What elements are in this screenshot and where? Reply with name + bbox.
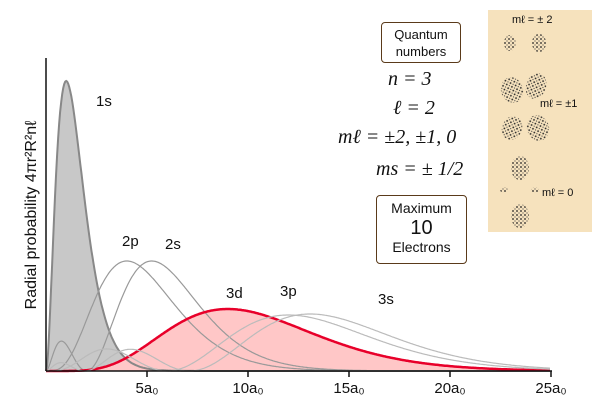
dxz-orbital-icon — [500, 73, 550, 141]
curve-3p — [46, 314, 550, 372]
quantum-numbers-line-2: numbers — [395, 44, 447, 59]
label-3p: 3p — [280, 283, 297, 300]
maximum-label: Maximum — [391, 200, 452, 216]
ml-value: mℓ = ±2, ±1, 0 — [338, 126, 457, 148]
l-value: ℓ = 2 — [393, 97, 435, 119]
dxy-orbital-icon — [504, 34, 546, 52]
label-2s: 2s — [165, 236, 181, 253]
curve-3d — [46, 307, 550, 373]
n-value: n = 3 — [388, 68, 432, 90]
quantum-numbers-box: Quantum numbers — [381, 22, 461, 63]
x-tick-label-20: 20a₀ — [434, 380, 465, 397]
electrons-label: Electrons — [392, 239, 451, 255]
label-3s: 3s — [378, 291, 394, 308]
curve-3s — [45, 313, 550, 372]
area-1s — [46, 81, 551, 371]
x-tick-label-5: 5a₀ — [136, 380, 159, 397]
orbital-lobes-drawing — [500, 34, 550, 228]
maximum-electrons-box: Maximum 10 Electrons — [376, 195, 467, 264]
x-tick-label-10: 10a₀ — [232, 380, 263, 397]
dz2-orbital-icon — [500, 156, 539, 228]
label-2p: 2p — [122, 233, 139, 250]
x-ticks: 5a₀ 10a₀ 15a₀ 20a₀ 25a₀ — [136, 371, 567, 397]
area-3d — [46, 309, 551, 371]
y-axis-label: Radial probability 4πr²R²nℓ — [23, 121, 40, 310]
x-tick-label-25: 25a₀ — [535, 380, 566, 397]
ms-value: ms = ± 1/2 — [376, 158, 464, 180]
orbital-label-ml-0: mℓ = 0 — [542, 187, 574, 199]
axes — [45, 58, 552, 372]
orbital-shapes-panel: mℓ = ± 2 mℓ = ±1 mℓ = 0 — [488, 10, 592, 232]
label-1s: 1s — [96, 93, 112, 110]
orbital-label-ml-1: mℓ = ±1 — [540, 98, 578, 110]
curve-labels: 1s 2p 2s 3d 3p 3s — [96, 93, 394, 308]
quantum-numbers-line-1: Quantum — [394, 27, 448, 42]
curve-areas — [46, 81, 551, 371]
maximum-count: 10 — [410, 217, 433, 239]
x-tick-label-15: 15a₀ — [333, 380, 364, 397]
orbital-label-ml-2: mℓ = ± 2 — [512, 14, 553, 26]
curve-lines — [45, 79, 550, 373]
label-3d: 3d — [226, 285, 243, 302]
